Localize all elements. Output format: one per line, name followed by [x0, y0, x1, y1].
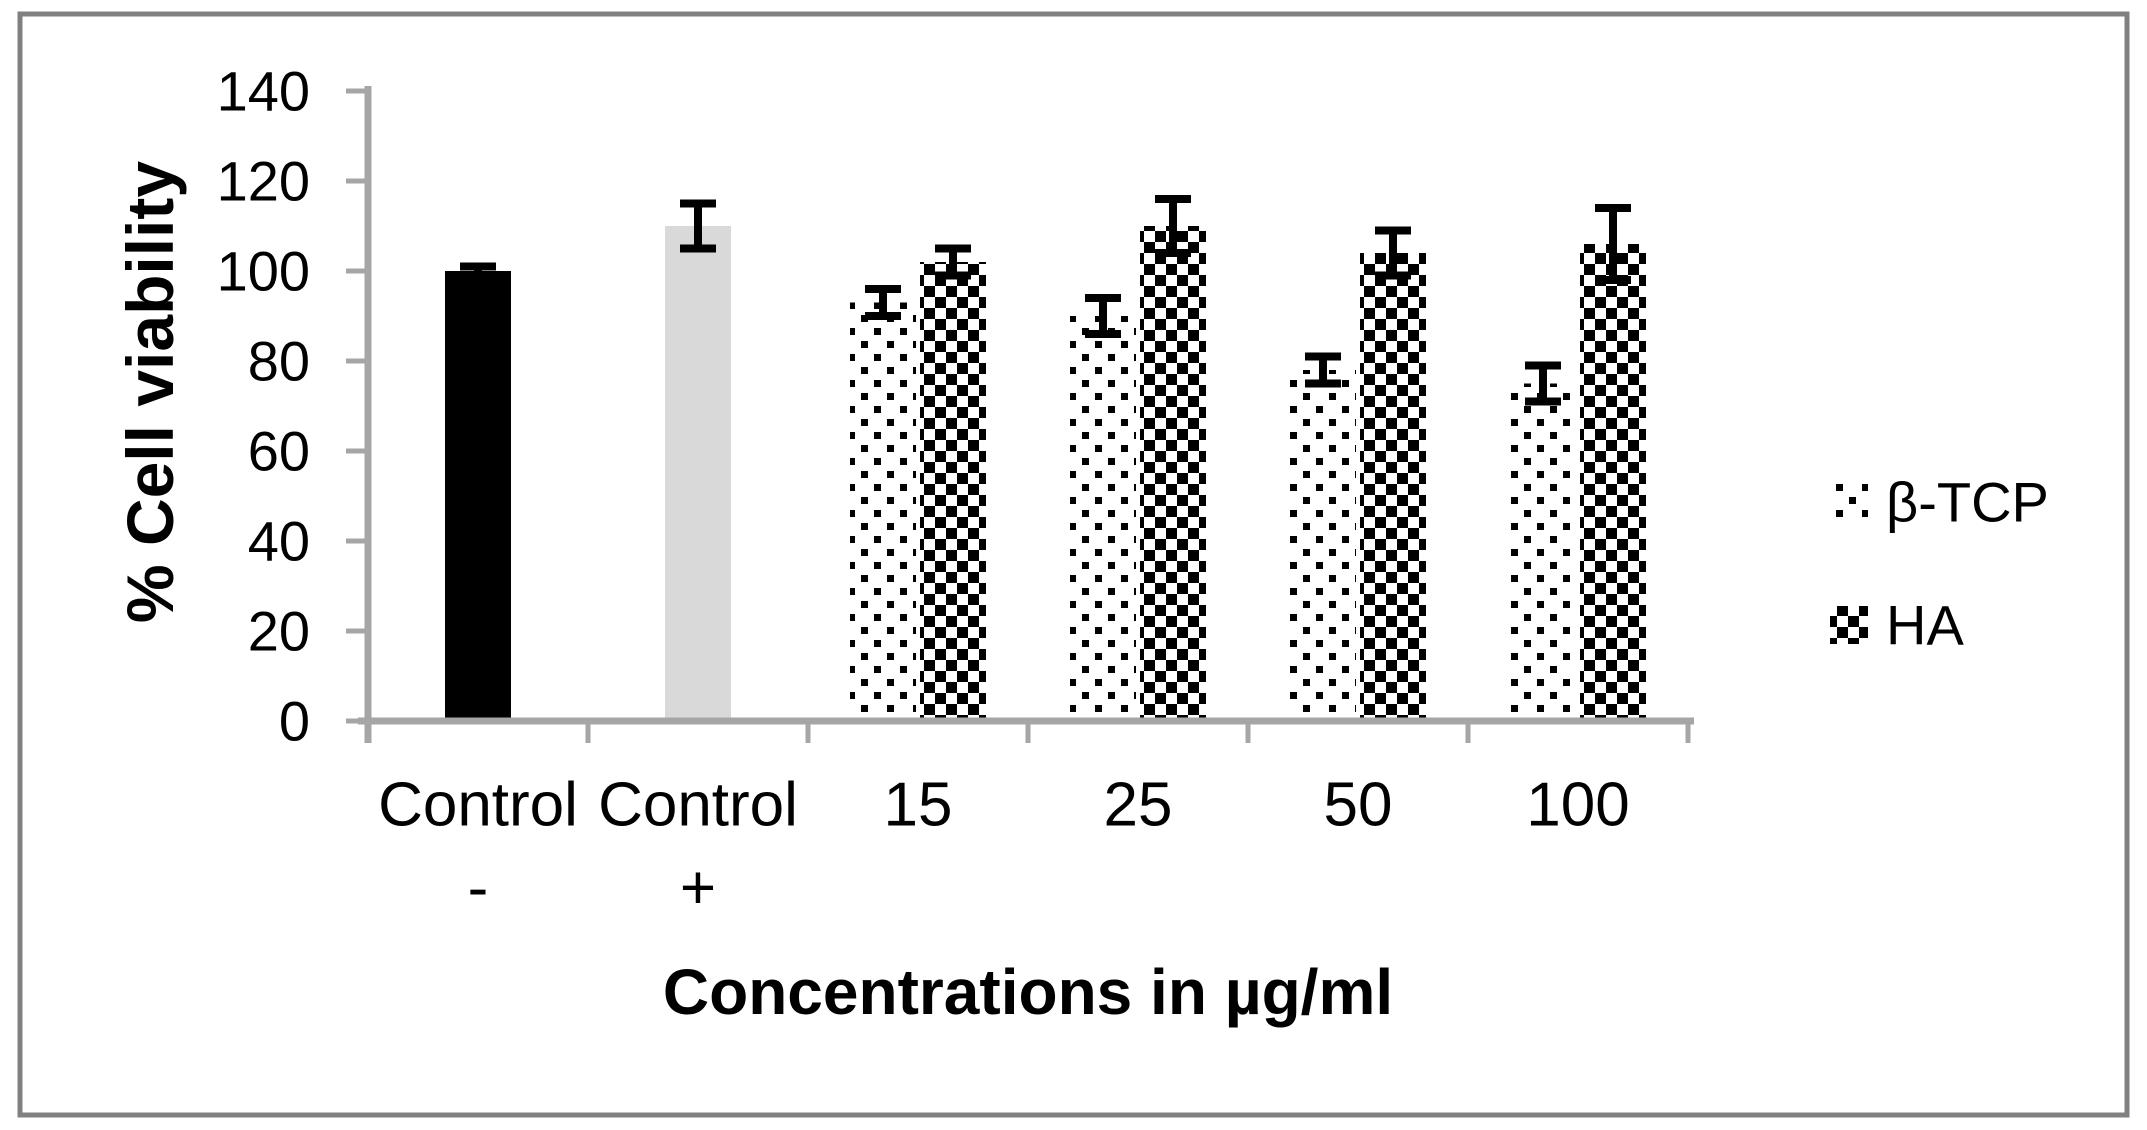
bar-HA-50	[1360, 253, 1426, 721]
x-label-control-negative-line1: Control	[378, 771, 578, 840]
legend: β-TCP HA	[1830, 471, 2049, 657]
y-tick-label-20: 20	[248, 600, 310, 663]
bar-β-TCP-25	[1070, 316, 1136, 721]
error-bars-layer	[460, 195, 1631, 406]
x-label-50: 50	[1324, 771, 1393, 840]
y-tick-label-0: 0	[279, 690, 310, 753]
x-label-15: 15	[884, 771, 953, 840]
bar-β-TCP-100	[1510, 383, 1576, 721]
y-tick-label-40: 40	[248, 510, 310, 573]
y-tick-label-80: 80	[248, 330, 310, 393]
bars-layer	[445, 226, 1646, 721]
y-tick-label-120: 120	[217, 150, 310, 213]
x-label-25: 25	[1104, 771, 1173, 840]
x-label-control-positive-line1: Control	[598, 771, 798, 840]
y-tick-label-100: 100	[217, 240, 310, 303]
bar-HA-15	[920, 262, 986, 721]
axes-layer	[346, 86, 1694, 743]
x-label-control-negative-line2: -	[468, 854, 489, 923]
bar-β-TCP-50	[1290, 370, 1356, 721]
bar-HA-25	[1140, 226, 1206, 721]
y-tick-label-140: 140	[217, 60, 310, 123]
legend-label-HA: HA	[1886, 594, 1964, 657]
bar-HA-100	[1580, 244, 1646, 721]
x-axis-category-labels: Control - Control +15 25 50 100	[378, 771, 1630, 923]
x-label-100: 100	[1526, 771, 1629, 840]
y-tick-label-60: 60	[248, 420, 310, 483]
x-label-control-positive-line2: +	[680, 854, 716, 923]
legend-swatch-β-TCP	[1830, 483, 1868, 521]
y-axis-tick-labels: 0 20 40 60 80 100 120 140	[217, 60, 310, 753]
y-axis-title: % Cell viability	[113, 161, 187, 623]
legend-swatch-HA	[1830, 606, 1868, 644]
bar-control-positive	[665, 226, 731, 721]
bar-β-TCP-15	[850, 302, 916, 721]
bar-control-negative	[445, 271, 511, 721]
x-axis-title: Concentrations in µg/ml	[663, 956, 1393, 1028]
legend-label-β-TCP: β-TCP	[1886, 471, 2049, 534]
